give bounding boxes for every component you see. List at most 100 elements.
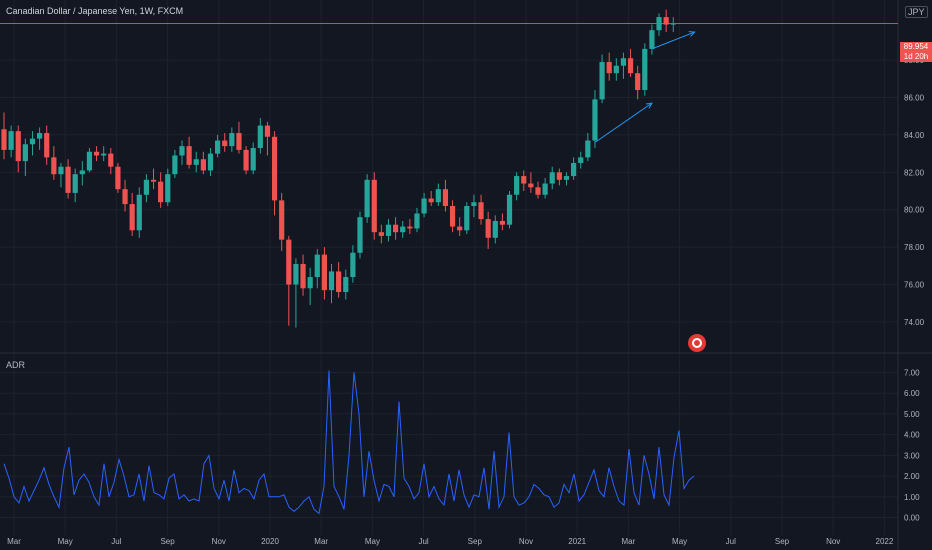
arrow-shaft	[651, 31, 695, 50]
candle-body	[108, 153, 114, 167]
candle	[585, 133, 591, 162]
candle	[150, 168, 157, 190]
adr-tick-label: 0.00	[904, 514, 920, 523]
candle-body	[93, 151, 100, 156]
candle-body	[286, 239, 292, 285]
candle	[428, 191, 434, 206]
candle	[29, 131, 36, 156]
candle-body	[86, 151, 93, 171]
logo-icon[interactable]	[688, 334, 706, 352]
arrow-head	[645, 102, 653, 109]
candle-body	[571, 162, 577, 177]
time-tick-label: 2021	[568, 537, 586, 546]
candle-body	[215, 140, 221, 154]
adr-tick-label: 5.00	[904, 410, 920, 419]
candle-body	[407, 226, 413, 229]
grid	[0, 0, 898, 535]
candle-body	[271, 136, 278, 201]
candle-body	[514, 176, 520, 195]
candle-body	[129, 204, 135, 231]
candle	[193, 151, 199, 173]
candle	[606, 52, 612, 81]
candle	[257, 118, 263, 154]
candle	[136, 187, 142, 238]
candle-body	[535, 187, 541, 195]
trend-arrows[interactable]	[594, 31, 696, 143]
time-tick-label: Mar	[7, 537, 21, 546]
time-tick-label: Nov	[212, 537, 226, 546]
candle-body	[385, 224, 392, 236]
adr-axis: 0.00 1.00 2.00 3.00 4.00 5.00 6.00 7.00	[904, 368, 920, 522]
candle-body	[457, 226, 463, 231]
symbol-title: Canadian Dollar / Japanese Yen, 1W, FXCM	[6, 6, 184, 16]
candle-body	[193, 159, 199, 165]
candle	[385, 219, 392, 242]
candle-body	[72, 174, 78, 193]
candle-body	[115, 166, 121, 190]
candle-body	[343, 277, 349, 293]
candle-body	[22, 144, 28, 162]
candle-body	[656, 17, 662, 31]
candle-body	[599, 61, 605, 100]
currency-label[interactable]: JPY	[905, 6, 928, 18]
candle-body	[670, 23, 676, 25]
candle	[271, 131, 278, 216]
candle-body	[563, 176, 570, 180]
candle-body	[158, 181, 164, 203]
adr-tick-label: 4.00	[904, 431, 920, 440]
trend-arrow	[651, 31, 696, 50]
price-tick-label: 84.00	[904, 131, 925, 140]
candle-body	[606, 61, 612, 74]
candle	[336, 262, 342, 298]
time-tick-label: Nov	[826, 537, 840, 546]
candle-body	[400, 226, 406, 233]
candle-body	[414, 213, 420, 229]
candle	[371, 172, 377, 240]
candle-body	[314, 254, 320, 278]
candle	[37, 127, 43, 150]
candle	[293, 258, 299, 328]
adr-line[interactable]	[3, 370, 695, 515]
candle	[22, 138, 28, 177]
candle-body	[321, 254, 327, 291]
time-tick-label: May	[58, 537, 73, 546]
candle-body	[101, 153, 107, 156]
candle	[93, 146, 100, 162]
candle-body	[122, 189, 128, 205]
candle	[393, 217, 399, 240]
last-price-value: 89.954	[903, 42, 929, 51]
candle-body	[186, 146, 192, 165]
adr-tick-label: 2.00	[904, 472, 920, 481]
candle	[65, 159, 71, 199]
candle	[300, 254, 306, 296]
candle	[471, 194, 477, 218]
adr-tick-label: 7.00	[904, 368, 920, 377]
candle-body	[44, 133, 50, 158]
candle-body	[136, 194, 142, 231]
candle-body	[435, 189, 441, 203]
candle-body	[172, 155, 178, 175]
candle-body	[350, 252, 356, 278]
price-tick-label: 86.00	[904, 94, 925, 103]
time-tick-label: Mar	[622, 537, 636, 546]
candle-body	[29, 138, 36, 145]
candle-body	[51, 157, 57, 175]
candle	[1, 112, 7, 160]
candles[interactable]	[1, 9, 676, 328]
candle-body	[485, 219, 491, 238]
candle-body	[364, 179, 370, 218]
candle	[172, 149, 178, 178]
candle	[521, 170, 527, 192]
candle-body	[371, 179, 377, 233]
candle-body	[236, 133, 242, 150]
candle	[143, 174, 149, 203]
candle	[200, 151, 206, 175]
time-tick-label: Sep	[775, 537, 790, 546]
candle	[321, 247, 327, 300]
candle-body	[293, 263, 299, 285]
candle-body	[257, 125, 263, 149]
candle	[542, 177, 548, 199]
candle-body	[478, 202, 484, 220]
adr-tick-label: 1.00	[904, 493, 920, 502]
